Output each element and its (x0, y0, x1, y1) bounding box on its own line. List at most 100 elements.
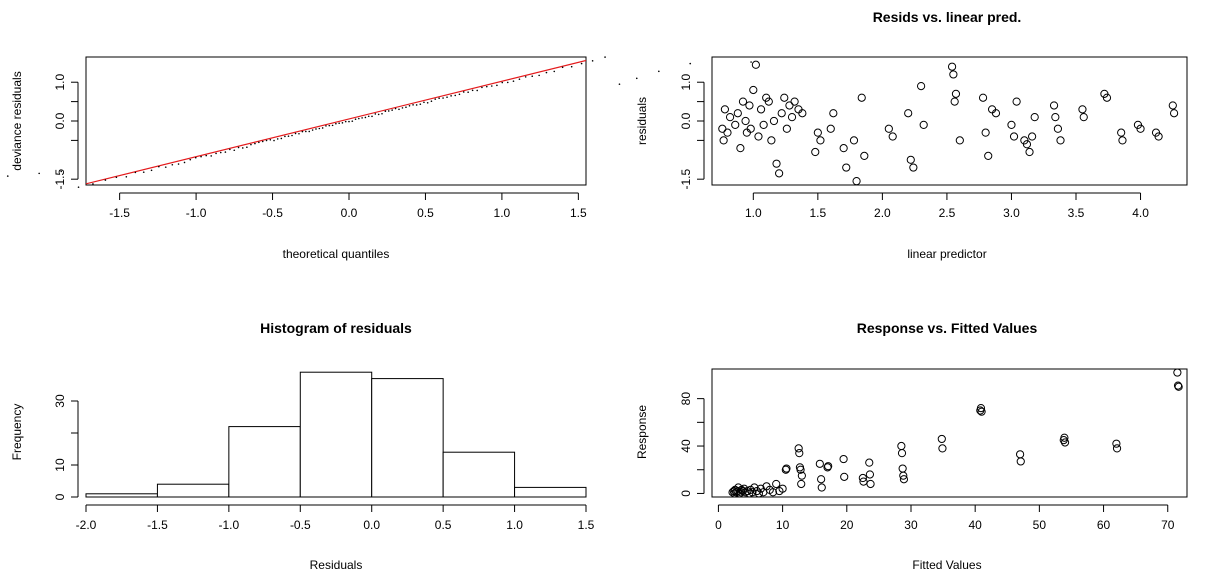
histogram-bar (514, 486, 587, 498)
linpred-x-tick-label: 2.5 (939, 206, 956, 220)
qq-point (273, 139, 275, 142)
linpred-point (816, 136, 825, 145)
qq-point (104, 179, 107, 181)
qq-point (335, 122, 337, 125)
linpred-point (1154, 132, 1163, 141)
qq-point (229, 148, 231, 151)
histogram-xlabel: Residuals (310, 558, 363, 572)
linpred-point (718, 124, 727, 133)
qq-point (604, 56, 606, 58)
linpred-y-tick-label: -1.5 (679, 169, 693, 190)
linpred-point (991, 109, 1001, 118)
fitted-x-tick-label: 10 (776, 518, 790, 532)
qq-y-tick-label: 0.0 (53, 112, 67, 129)
fitted-point (1016, 457, 1025, 466)
linpred-point (759, 120, 768, 129)
hist-y-tick-label: 30 (53, 394, 67, 408)
qq-point (331, 124, 334, 127)
hist-x-tick-label: 1.0 (506, 518, 523, 532)
qq-point (538, 74, 540, 77)
qq-point (367, 115, 370, 118)
linpred-point (813, 128, 822, 137)
fitted-point (840, 472, 849, 481)
qq-point (210, 155, 213, 157)
fitted-point (865, 470, 875, 479)
qq-x-tick-label: 1.0 (494, 206, 511, 220)
qq-point (405, 106, 407, 109)
qq-point (361, 117, 363, 119)
qq-point (391, 109, 393, 111)
linpred-point (1136, 124, 1145, 133)
linpred-point (1053, 124, 1063, 133)
qq-x-tick-label: 0.0 (341, 206, 358, 220)
linpred-point (919, 120, 928, 129)
linpred-point (754, 132, 763, 141)
linpred-point (1030, 113, 1039, 122)
linpred-point (785, 101, 794, 110)
linpred-point (987, 105, 997, 114)
linpred-point (947, 62, 957, 71)
qq-point (481, 86, 483, 89)
qq-point (305, 130, 307, 133)
linpred-point (949, 70, 958, 79)
fitted-point (977, 407, 986, 416)
qq-point (344, 120, 347, 123)
linpred-plot-frame (711, 56, 1188, 186)
qq-point (485, 85, 488, 88)
qq-point (183, 161, 186, 164)
qq-point (426, 102, 429, 104)
qq-point (387, 110, 390, 112)
qq-point (237, 146, 240, 149)
qq-y-tick-label: -1.5 (53, 169, 67, 190)
linpred-point (777, 109, 786, 118)
qq-x-tick-label: -1.5 (109, 206, 130, 220)
fitted-point (899, 475, 909, 484)
hist-x-tick-label: 1.5 (578, 518, 595, 532)
qq-point (412, 104, 414, 106)
qq-point (371, 115, 373, 118)
qq-point (308, 130, 311, 133)
linpred-point (787, 113, 797, 122)
response-vs-fitted-xlabel: Fitted Values (912, 558, 981, 572)
linpred-x-tick-label: 1.5 (809, 206, 826, 220)
histogram-title: Histogram of residuals (260, 320, 412, 336)
fitted-x-tick-label: 60 (1097, 518, 1111, 532)
qq-point (618, 83, 621, 85)
qq-point (442, 97, 444, 99)
fitted-y-tick-label: 80 (679, 392, 693, 406)
qq-point (501, 81, 504, 84)
histogram-bar (371, 378, 444, 498)
linpred-point (780, 93, 789, 102)
qq-point (476, 89, 479, 92)
qq-point (381, 112, 383, 115)
qq-point (351, 120, 354, 122)
qq-point (635, 77, 638, 80)
fitted-point (898, 464, 907, 473)
linpred-point (767, 136, 776, 145)
linpred-point (1056, 136, 1065, 145)
qq-point (250, 143, 252, 146)
resid-vs-linpred-title: Resids vs. linear pred. (873, 9, 1022, 25)
qq-point (325, 125, 327, 127)
fitted-point (824, 462, 833, 471)
qq-point (458, 93, 461, 96)
linpred-point (1078, 105, 1087, 114)
fitted-point (795, 449, 804, 458)
linpred-point (798, 109, 807, 118)
fitted-point (748, 488, 757, 497)
qq-point (570, 65, 573, 68)
qq-point (287, 135, 290, 137)
qq-plot-frame (85, 56, 587, 186)
fitted-point (937, 434, 946, 444)
fitted-point (976, 404, 986, 413)
qq-point (189, 158, 192, 161)
qq-point (171, 163, 174, 166)
fitted-y-tick-label: 0 (679, 490, 693, 497)
linpred-point (746, 124, 755, 133)
qq-point (276, 138, 279, 140)
qq-point (415, 104, 418, 106)
qq-point (496, 84, 498, 87)
histogram-bar (228, 426, 301, 498)
linpred-point (1007, 120, 1016, 129)
